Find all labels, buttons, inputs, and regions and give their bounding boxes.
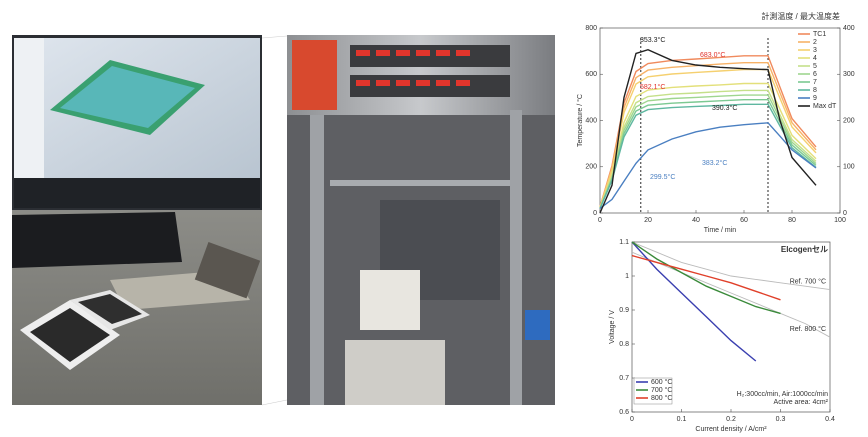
legend-label: 6 — [813, 71, 817, 78]
connector-line — [262, 36, 287, 38]
y-tick-label: 0.8 — [619, 341, 629, 348]
x-tick-label: 0.1 — [677, 416, 687, 423]
photo-test-rack — [287, 35, 555, 405]
x-tick-label: 0.3 — [776, 416, 786, 423]
page: 02040608010002004006008000100200300400Ti… — [0, 0, 868, 437]
y-tick-label: 1 — [625, 273, 629, 280]
legend-label: 8 — [813, 87, 817, 94]
connector-line — [262, 400, 287, 405]
y2-tick-label: 200 — [843, 117, 855, 124]
y-axis-label: Voltage / V — [609, 310, 616, 344]
y-tick-label: 0.9 — [619, 307, 629, 314]
x-tick-label: 20 — [644, 217, 652, 224]
legend-label: TC1 — [813, 31, 826, 38]
x-tick-label: 60 — [740, 217, 748, 224]
annotation: H₂:300cc/min, Air:1000cc/min — [737, 391, 829, 398]
y2-tick-label: 400 — [843, 25, 855, 32]
annotation: 299.5°C — [650, 173, 675, 181]
legend-label: Max dT — [813, 103, 837, 110]
annotation: 582.1°C — [640, 83, 665, 91]
x-tick-label: 0.2 — [726, 416, 736, 423]
y2-tick-label: 300 — [843, 71, 855, 78]
annotation: 383.2°C — [702, 159, 727, 167]
y-tick-label: 400 — [585, 117, 597, 124]
legend-label: 2 — [813, 39, 817, 46]
y-tick-label: 0.7 — [619, 375, 629, 382]
annotation: Active area: 4cm² — [774, 399, 829, 406]
annotation: 390.3°C — [712, 104, 737, 112]
y2-tick-label: 0 — [843, 210, 847, 217]
legend-label: 800 °C — [651, 394, 672, 402]
x-tick-label: 80 — [788, 217, 796, 224]
legend-label: 5 — [813, 63, 817, 70]
x-axis-label: Time / min — [704, 227, 737, 234]
y-tick-label: 0 — [593, 210, 597, 217]
chart-title: 計測温度 / 最大温度差 — [761, 11, 840, 21]
y-tick-label: 600 — [585, 71, 597, 78]
y2-tick-label: 100 — [843, 164, 855, 171]
photo-lab-bench — [12, 35, 262, 405]
reference-label: Ref. 700 °C — [790, 277, 826, 285]
y-axis-label: Temperature / °C — [576, 94, 584, 147]
y-tick-label: 200 — [585, 164, 597, 171]
annotation: 683.0°C — [700, 51, 725, 59]
y-tick-label: 1.1 — [619, 239, 629, 246]
x-tick-label: 0 — [598, 217, 602, 224]
legend-label: 3 — [813, 47, 817, 54]
legend-label: 700 °C — [651, 386, 672, 394]
annotation: 353.3°C — [640, 36, 665, 44]
legend-label: 7 — [813, 79, 817, 86]
x-axis-label: Current density / A/cm² — [695, 426, 767, 433]
x-tick-label: 0.4 — [825, 416, 835, 423]
legend-label: 9 — [813, 95, 817, 102]
y-tick-label: 0.6 — [619, 409, 629, 416]
reference-label: Ref. 800 °C — [790, 325, 826, 333]
x-tick-label: 0 — [630, 416, 634, 423]
y-tick-label: 800 — [585, 25, 597, 32]
chart-title: Elcogenセル — [781, 245, 828, 254]
x-tick-label: 100 — [834, 217, 846, 224]
x-tick-label: 40 — [692, 217, 700, 224]
legend-label: 600 °C — [651, 378, 672, 386]
legend-label: 4 — [813, 55, 817, 62]
